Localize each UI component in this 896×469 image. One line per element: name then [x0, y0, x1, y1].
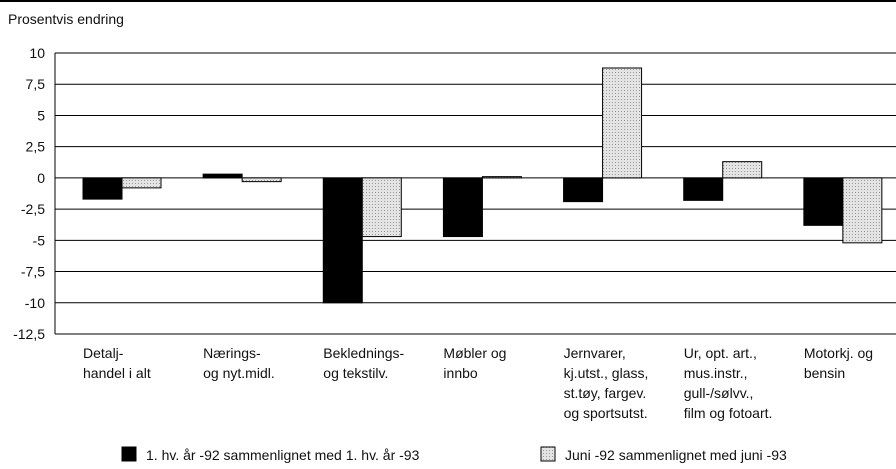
legend-label: 1. hv. år -92 sammenlignet med 1. hv. år… — [146, 447, 420, 463]
legend-label: Juni -92 sammenlignet med juni -93 — [565, 447, 787, 463]
bar — [121, 177, 162, 189]
bar — [602, 67, 643, 179]
bar — [842, 177, 883, 244]
legend-swatch — [121, 446, 137, 462]
x-tick-label: Møbler og innbo — [443, 345, 506, 381]
x-tick-label: Ur, opt. art., mus.instr., gull-/sølvv., fi… — [684, 345, 773, 421]
bar — [803, 177, 844, 226]
y-tick-label: 0 — [37, 170, 45, 186]
y-tick-label: 10 — [29, 45, 45, 61]
bar — [683, 177, 724, 201]
bar — [361, 177, 402, 238]
bar — [82, 177, 123, 200]
y-tick-label: 5 — [37, 107, 45, 123]
bar — [722, 161, 763, 179]
legend-swatch — [540, 446, 556, 462]
x-tick-label: Motorkj. og bensin — [804, 345, 873, 381]
bar — [322, 177, 363, 304]
bar — [442, 177, 483, 238]
y-tick-label: -2,5 — [21, 201, 45, 217]
y-tick-label: 2,5 — [26, 139, 46, 155]
bar — [481, 176, 522, 179]
x-tick-label: Detalj-handel i alt — [83, 345, 151, 381]
bar — [241, 177, 282, 183]
bar — [563, 177, 604, 203]
x-tick-label: Nærings-og nyt.midl. — [203, 345, 275, 381]
chart-title: Prosentvis endring — [8, 11, 124, 27]
y-tick-label: -10 — [25, 295, 45, 311]
y-tick-label: -12,5 — [13, 326, 45, 342]
y-tick-label: -5 — [33, 232, 46, 248]
x-tick-label: Beklednings-og tekstilv. — [323, 345, 404, 381]
y-tick-label: 7,5 — [26, 76, 46, 92]
y-tick-label: -7,5 — [21, 264, 45, 280]
bar — [202, 173, 243, 179]
x-tick-label: Jernvarer, kj.utst., glass, st.tøy, fargev… — [564, 345, 649, 421]
